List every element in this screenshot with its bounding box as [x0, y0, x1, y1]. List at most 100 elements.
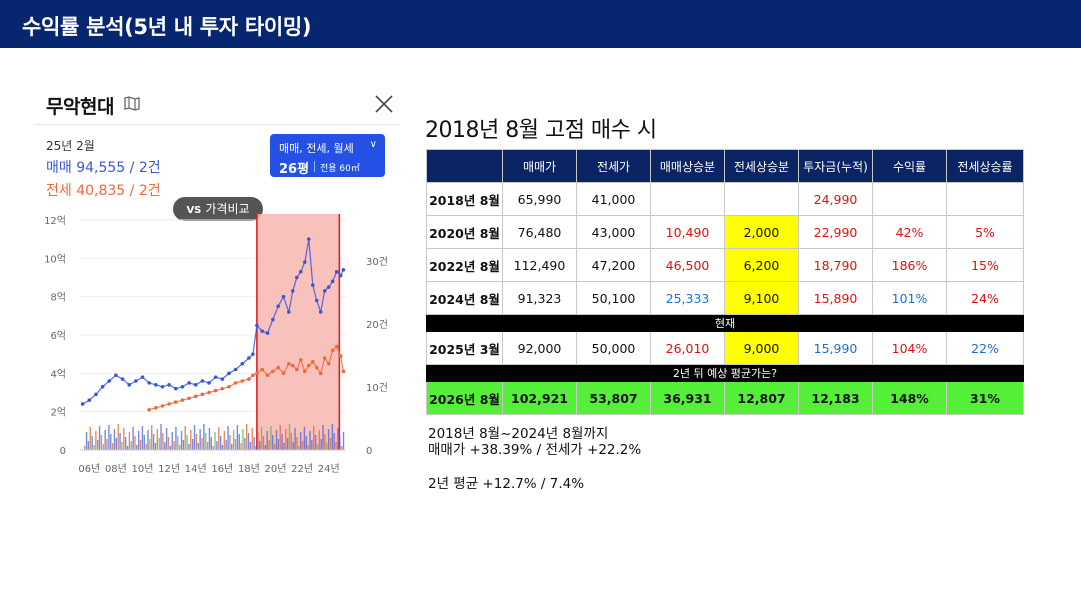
- y2-tick-label: 40건: [366, 204, 388, 205]
- volume-bar: [259, 441, 261, 450]
- data-point: [255, 323, 259, 328]
- volume-bar: [305, 436, 307, 450]
- data-point: [306, 237, 311, 241]
- volume-bar: [130, 441, 132, 450]
- band-label: 2년 뒤 예상 평균가는?: [426, 364, 1024, 382]
- volume-bar: [253, 437, 255, 450]
- volume-bar: [329, 438, 332, 450]
- close-icon[interactable]: [374, 94, 394, 114]
- forecast-row: 2026년 8월 102,921 53,807 36,931 12,807 12…: [426, 381, 1024, 415]
- table-cell: 50,000: [576, 331, 651, 365]
- data-point: [271, 317, 275, 322]
- volume-bar: [309, 431, 311, 450]
- table-cell: 12,183: [798, 381, 873, 415]
- volume-bar: [337, 428, 339, 450]
- volume-bar: [154, 443, 157, 450]
- table-cell: 50,100: [576, 281, 651, 315]
- analysis-notes: 2018년 8월~2024년 8월까지 매매가 +38.39% / 전세가 +2…: [428, 426, 641, 492]
- volume-bar: [307, 445, 309, 450]
- volume-bar: [311, 440, 313, 450]
- data-point: [298, 358, 303, 362]
- header-cell: 투자금(누적): [798, 149, 873, 183]
- data-point: [120, 377, 125, 381]
- volume-bar: [111, 443, 114, 450]
- table-cell: 22,990: [798, 215, 873, 249]
- volume-bar: [106, 439, 108, 450]
- data-point: [100, 384, 105, 389]
- volume-bar: [232, 430, 235, 450]
- volume-bar: [151, 425, 153, 450]
- volume-bar: [180, 431, 183, 450]
- y-tick-label: 12억: [44, 215, 66, 227]
- map-icon[interactable]: [124, 96, 140, 111]
- volume-bar: [247, 433, 250, 450]
- header-cell: 매매상승분: [650, 149, 725, 183]
- volume-bar: [288, 424, 291, 450]
- data-point: [140, 375, 145, 379]
- volume-bar: [121, 442, 123, 450]
- data-point: [271, 369, 275, 374]
- volume-bar: [225, 440, 227, 450]
- note-gap: [428, 458, 641, 476]
- volume-bar: [279, 425, 281, 450]
- table-cell: 6,200: [724, 248, 799, 282]
- slide-header: 수익률 분석(5년 내 투자 타이밍): [0, 0, 1081, 48]
- volume-bar: [91, 436, 93, 450]
- y-tick-label: 8억: [50, 292, 66, 304]
- table-cell: 15%: [946, 248, 1024, 282]
- volume-bar: [102, 444, 105, 450]
- trade-filter-button[interactable]: 매매, 전세, 월세 ∨ 26평 전용 60㎡: [270, 134, 385, 177]
- data-point: [147, 407, 151, 412]
- volume-bar: [342, 432, 345, 450]
- data-point: [200, 379, 205, 383]
- sale-price-summary: 매매 94,555 / 2건: [46, 160, 161, 176]
- table-cell: [872, 182, 947, 216]
- table-cell: [724, 182, 799, 216]
- volume-bar: [221, 445, 224, 450]
- table-cell: 36,931: [650, 381, 725, 415]
- x-tick-label: 06년: [78, 463, 100, 475]
- volume-bar: [294, 428, 296, 450]
- y-tick-label: 2억: [50, 407, 66, 419]
- volume-bar: [147, 430, 149, 450]
- volume-bar: [260, 427, 263, 450]
- band-row-current: 현재: [426, 314, 1024, 332]
- vs-compare-button[interactable]: VS 가격비교: [173, 197, 263, 221]
- note-line: 매매가 +38.39% / 전세가 +22.2%: [428, 442, 642, 458]
- data-point: [167, 402, 171, 406]
- data-point: [341, 268, 346, 272]
- volume-bar: [199, 429, 201, 450]
- data-point: [334, 269, 339, 274]
- volume-bar: [152, 434, 155, 450]
- header-cell: 전세상승률: [946, 149, 1024, 183]
- volume-bar: [197, 443, 199, 450]
- note-line: 2018년 8월~2024년 8월까지: [428, 426, 609, 442]
- header-cell: 수익률: [872, 149, 947, 183]
- volume-bar: [331, 424, 334, 450]
- table-cell: 186%: [872, 248, 947, 282]
- data-point: [233, 381, 238, 385]
- data-point: [251, 352, 255, 356]
- data-point: [265, 373, 270, 378]
- volume-bar: [89, 427, 91, 450]
- data-point: [180, 384, 185, 389]
- volume-bar: [141, 426, 144, 450]
- apartment-name: 무악현대: [46, 96, 114, 118]
- volume-bar: [240, 443, 242, 450]
- volume-bar: [162, 433, 164, 450]
- table-cell: 47,200: [576, 248, 651, 282]
- data-point: [200, 392, 205, 397]
- row-label: 2018년 8월: [426, 182, 503, 216]
- row-label: 2020년 8월: [426, 215, 503, 249]
- y-tick-label: 4억: [50, 368, 66, 380]
- data-point: [310, 360, 315, 364]
- header-cell: 전세상승분: [724, 149, 799, 183]
- panel-divider: [34, 124, 400, 125]
- highlight-range: [256, 214, 340, 450]
- vs-compare-label: 가격비교: [205, 202, 250, 216]
- data-point: [127, 383, 132, 387]
- volume-bar: [191, 439, 194, 450]
- data-point: [134, 379, 138, 383]
- volume-bar: [93, 445, 95, 450]
- price-chart: 0 2억 4억 6억 8억 10억 12억 0 10건 20건 30건 40건 06년 08년 10년 12년…: [44, 204, 388, 475]
